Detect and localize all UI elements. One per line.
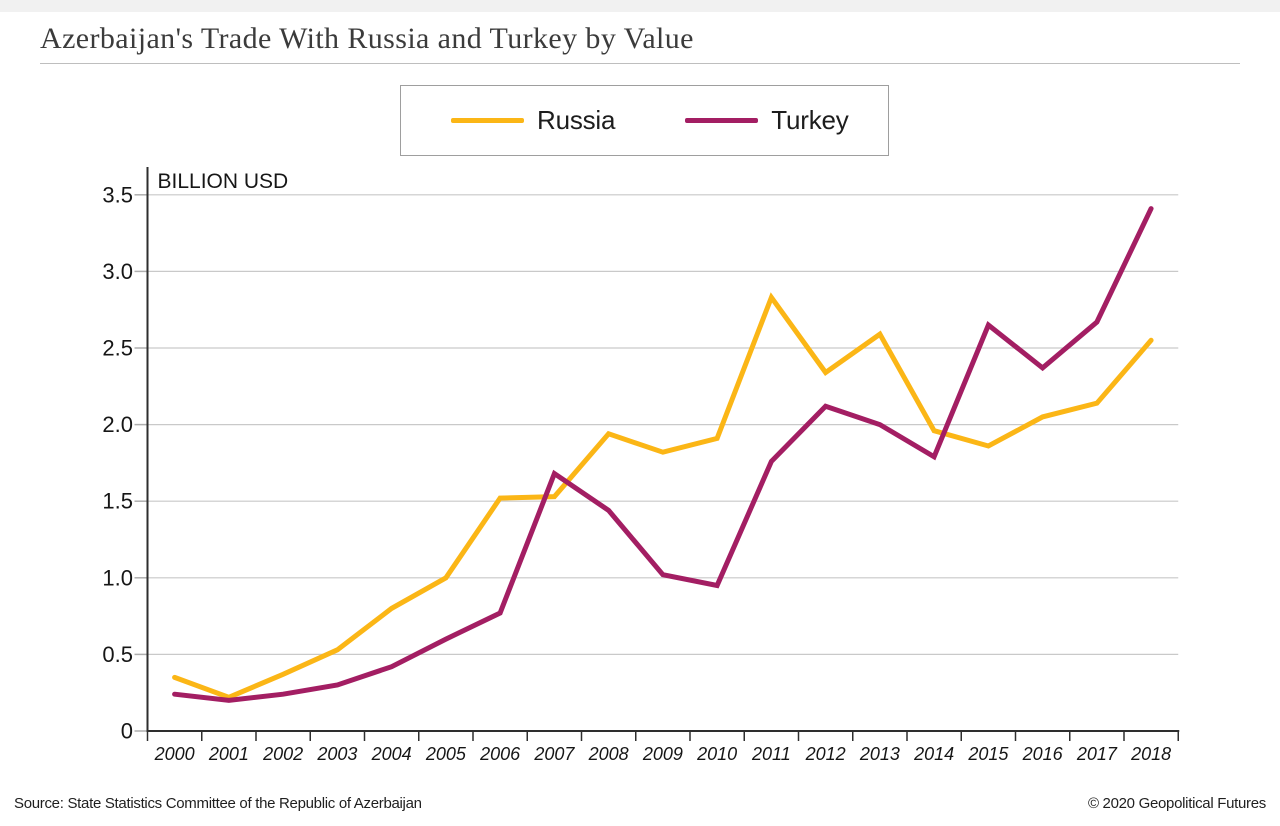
x-tick-label: 2005 xyxy=(425,744,467,764)
y-tick-label: 0 xyxy=(121,719,133,744)
x-tick-label: 2016 xyxy=(1022,744,1064,764)
window-top-strip xyxy=(0,0,1280,12)
y-tick-label: 1.0 xyxy=(102,565,133,590)
legend-label-russia: Russia xyxy=(537,105,616,135)
legend: Russia Turkey xyxy=(400,85,889,156)
x-tick-label: 2015 xyxy=(967,744,1009,764)
x-tick-label: 2018 xyxy=(1130,744,1171,764)
x-tick-label: 2012 xyxy=(805,744,846,764)
copyright-note: © 2020 Geopolitical Futures xyxy=(1087,795,1266,812)
russia-line xyxy=(172,292,1154,700)
russia-line-swatch xyxy=(451,118,524,123)
x-tick-label: 2011 xyxy=(751,744,791,764)
x-tick-label: 2014 xyxy=(913,744,954,764)
y-tick-label: 2.0 xyxy=(102,412,133,437)
y-axis-unit-label: BILLION USD xyxy=(158,170,289,193)
x-tick-label: 2007 xyxy=(533,744,575,764)
chart-title: Azerbaijan's Trade With Russia and Turke… xyxy=(40,22,694,55)
x-tick-label: 2009 xyxy=(642,744,683,764)
turkey-line xyxy=(172,206,1154,703)
legend-label-turkey: Turkey xyxy=(771,105,849,135)
title-divider xyxy=(40,63,1240,64)
source-note: Source: State Statistics Committee of th… xyxy=(14,795,422,812)
x-tick-label: 2008 xyxy=(588,744,629,764)
x-tick-label: 2006 xyxy=(479,744,521,764)
y-tick-label: 2.5 xyxy=(102,336,133,361)
legend-item-turkey: Turkey xyxy=(685,105,849,136)
y-tick-label: 1.5 xyxy=(102,489,133,514)
x-tick-label: 2017 xyxy=(1076,744,1118,764)
y-tick-label: 3.5 xyxy=(102,182,133,207)
x-tick-label: 2003 xyxy=(316,744,357,764)
legend-item-russia: Russia xyxy=(451,105,615,136)
y-tick-label: 3.0 xyxy=(102,259,133,284)
x-tick-label: 2000 xyxy=(154,744,195,764)
x-tick-label: 2004 xyxy=(371,744,412,764)
x-tick-label: 2010 xyxy=(696,744,737,764)
x-tick-label: 2002 xyxy=(262,744,303,764)
turkey-line-swatch xyxy=(685,118,759,123)
x-tick-label: 2001 xyxy=(208,744,249,764)
y-tick-label: 0.5 xyxy=(102,642,133,667)
x-tick-label: 2013 xyxy=(859,744,900,764)
